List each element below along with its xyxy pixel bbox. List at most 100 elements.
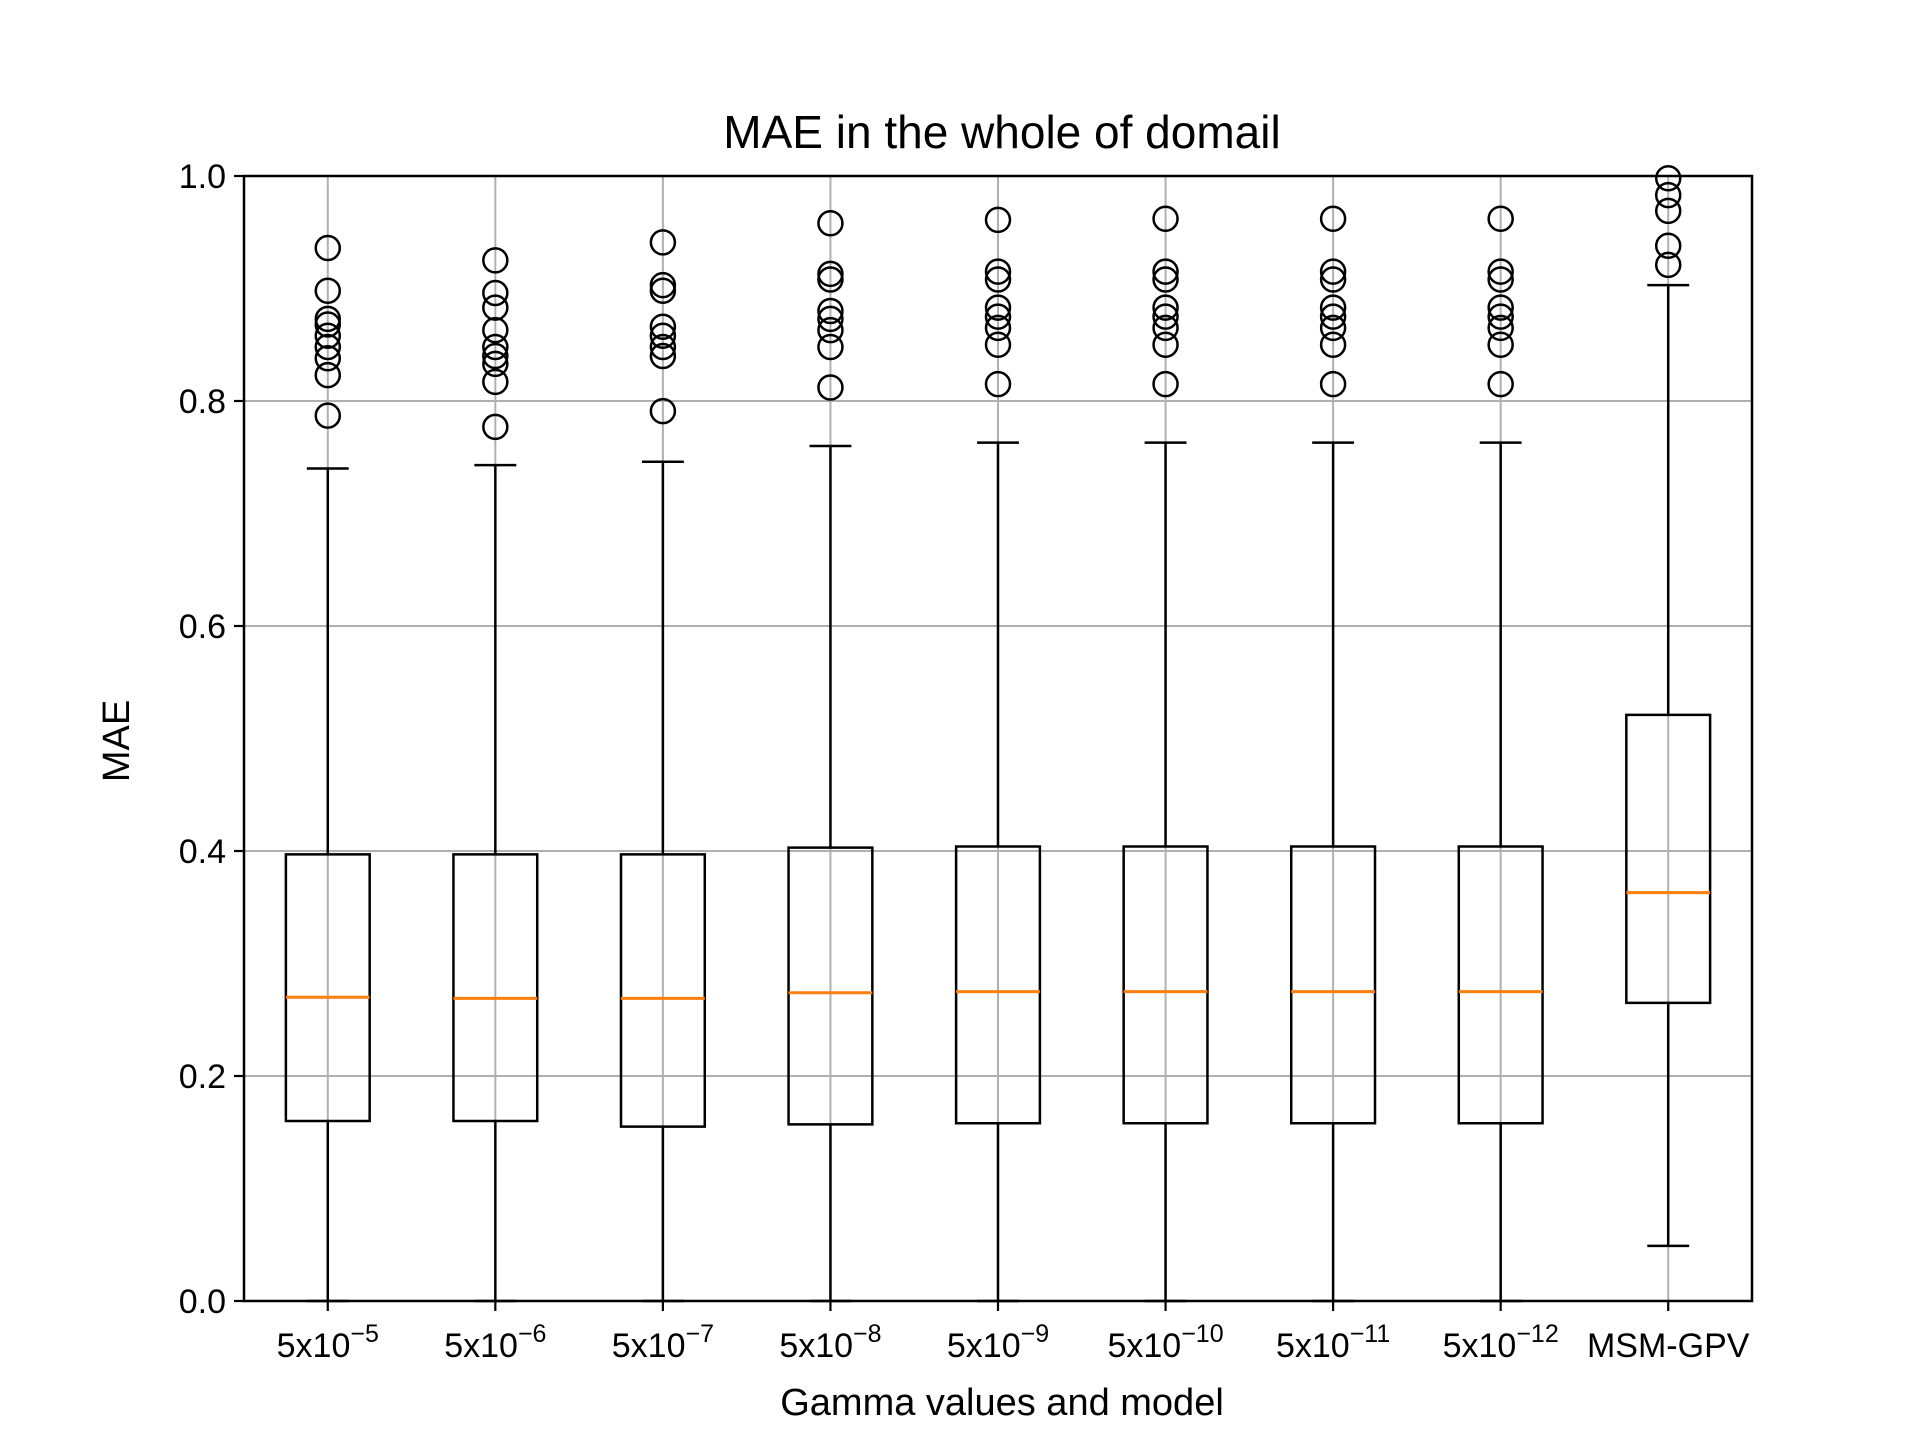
outlier-point — [482, 279, 509, 307]
y-tick-label: 0.4 — [179, 833, 226, 871]
outlier-point — [984, 266, 1012, 293]
outlier-point — [1654, 181, 1682, 209]
outlier-point — [482, 342, 509, 370]
box — [1457, 845, 1544, 1125]
outlier-point — [817, 316, 844, 344]
x-tick-label: 5x10−6 — [444, 1320, 546, 1365]
x-tick-label: 5x10−7 — [612, 1320, 714, 1365]
outlier-point — [1319, 331, 1347, 358]
box-group — [954, 206, 1042, 1303]
box-group — [1122, 205, 1209, 1303]
x-tick-label-exponent: −6 — [518, 1320, 547, 1348]
outlier-point — [1487, 370, 1514, 398]
box — [954, 845, 1042, 1125]
outlier-point — [314, 345, 342, 372]
x-tick-label-base: 5x10 — [444, 1327, 518, 1365]
outlier-point — [984, 331, 1012, 358]
outlier-point — [984, 258, 1012, 285]
outlier-point — [1487, 205, 1514, 232]
outlier-point — [482, 350, 509, 378]
x-tick-label-base: 5x10 — [947, 1327, 1021, 1365]
y-tick-label: 0.6 — [179, 608, 226, 646]
chart-title: MAE in the whole of domail — [723, 106, 1280, 158]
outlier-point — [1152, 258, 1179, 285]
outlier-point — [482, 247, 509, 274]
x-tick-label-base: 5x10 — [612, 1327, 686, 1365]
outlier-point — [1319, 266, 1347, 293]
x-tick-label-exponent: −12 — [1516, 1320, 1558, 1348]
outlier-point — [314, 305, 342, 333]
outlier-point — [482, 368, 509, 396]
outlier-point — [817, 374, 844, 401]
x-tick-label: MSM-GPV — [1587, 1327, 1750, 1365]
outlier-point — [817, 333, 844, 361]
outlier-point — [1152, 314, 1179, 342]
x-tick-label: 5x10−11 — [1276, 1320, 1390, 1365]
x-tick-label-base: 5x10 — [277, 1327, 351, 1365]
outlier-point — [314, 402, 342, 429]
outlier-point — [984, 303, 1012, 330]
outlier-point — [649, 277, 677, 304]
outlier-point — [1319, 258, 1347, 285]
outlier-point — [1152, 266, 1179, 293]
box — [787, 846, 874, 1126]
x-tick-label: 5x10−5 — [277, 1320, 379, 1365]
outlier-point — [1654, 197, 1682, 225]
box-layer — [284, 165, 1712, 1303]
outlier-point — [817, 260, 844, 288]
outlier-point — [314, 277, 342, 304]
box — [452, 853, 539, 1123]
x-tick-label-base: 5x10 — [1443, 1327, 1517, 1365]
outlier-point — [1487, 266, 1514, 293]
outlier-point — [649, 313, 677, 340]
outlier-point — [817, 210, 844, 237]
box-group — [1457, 205, 1544, 1303]
outlier-point — [1319, 205, 1347, 232]
x-tick-label-exponent: −7 — [685, 1320, 714, 1348]
outlier-point — [1152, 294, 1179, 321]
box-group — [619, 229, 707, 1303]
y-tick-label: 0.8 — [179, 383, 226, 421]
x-tick-label-exponent: −5 — [350, 1320, 379, 1348]
outlier-point — [984, 314, 1012, 342]
outlier-point — [984, 206, 1012, 234]
x-tick-label: 5x10−10 — [1107, 1320, 1223, 1365]
y-tick-label: 0.2 — [179, 1058, 226, 1096]
outlier-point — [649, 333, 677, 361]
x-tick-label: 5x10−9 — [947, 1320, 1049, 1365]
outlier-point — [1487, 314, 1514, 342]
box — [1625, 713, 1712, 1005]
outlier-point — [1152, 331, 1179, 358]
outlier-point — [1487, 303, 1514, 330]
x-tick-label-base: 5x10 — [1107, 1327, 1181, 1365]
outlier-point — [984, 294, 1012, 321]
y-tick-label: 1.0 — [179, 158, 226, 196]
outlier-point — [314, 322, 342, 349]
x-tick-label-exponent: −8 — [853, 1320, 882, 1348]
y-tick-label: 0.0 — [179, 1283, 226, 1321]
outlier-point — [1319, 294, 1347, 321]
outlier-point — [1487, 258, 1514, 285]
box — [1289, 845, 1377, 1125]
x-tick-label: 5x10−8 — [779, 1320, 881, 1365]
box — [284, 853, 371, 1123]
outlier-point — [482, 316, 509, 344]
outlier-point — [649, 271, 677, 299]
x-tick-label: 5x10−12 — [1443, 1320, 1559, 1365]
outlier-point — [482, 413, 509, 441]
outlier-point — [649, 322, 677, 349]
x-tick-label-exponent: −11 — [1350, 1320, 1391, 1348]
outlier-point — [1319, 314, 1347, 342]
outlier-point — [1319, 303, 1347, 330]
x-axis-label: Gamma values and model — [780, 1382, 1224, 1424]
box — [619, 853, 707, 1128]
outlier-point — [1152, 303, 1179, 330]
outlier-point — [1487, 294, 1514, 321]
outlier-point — [649, 342, 677, 370]
outlier-point — [1654, 232, 1682, 259]
outlier-point — [314, 333, 342, 361]
outlier-point — [649, 229, 677, 256]
